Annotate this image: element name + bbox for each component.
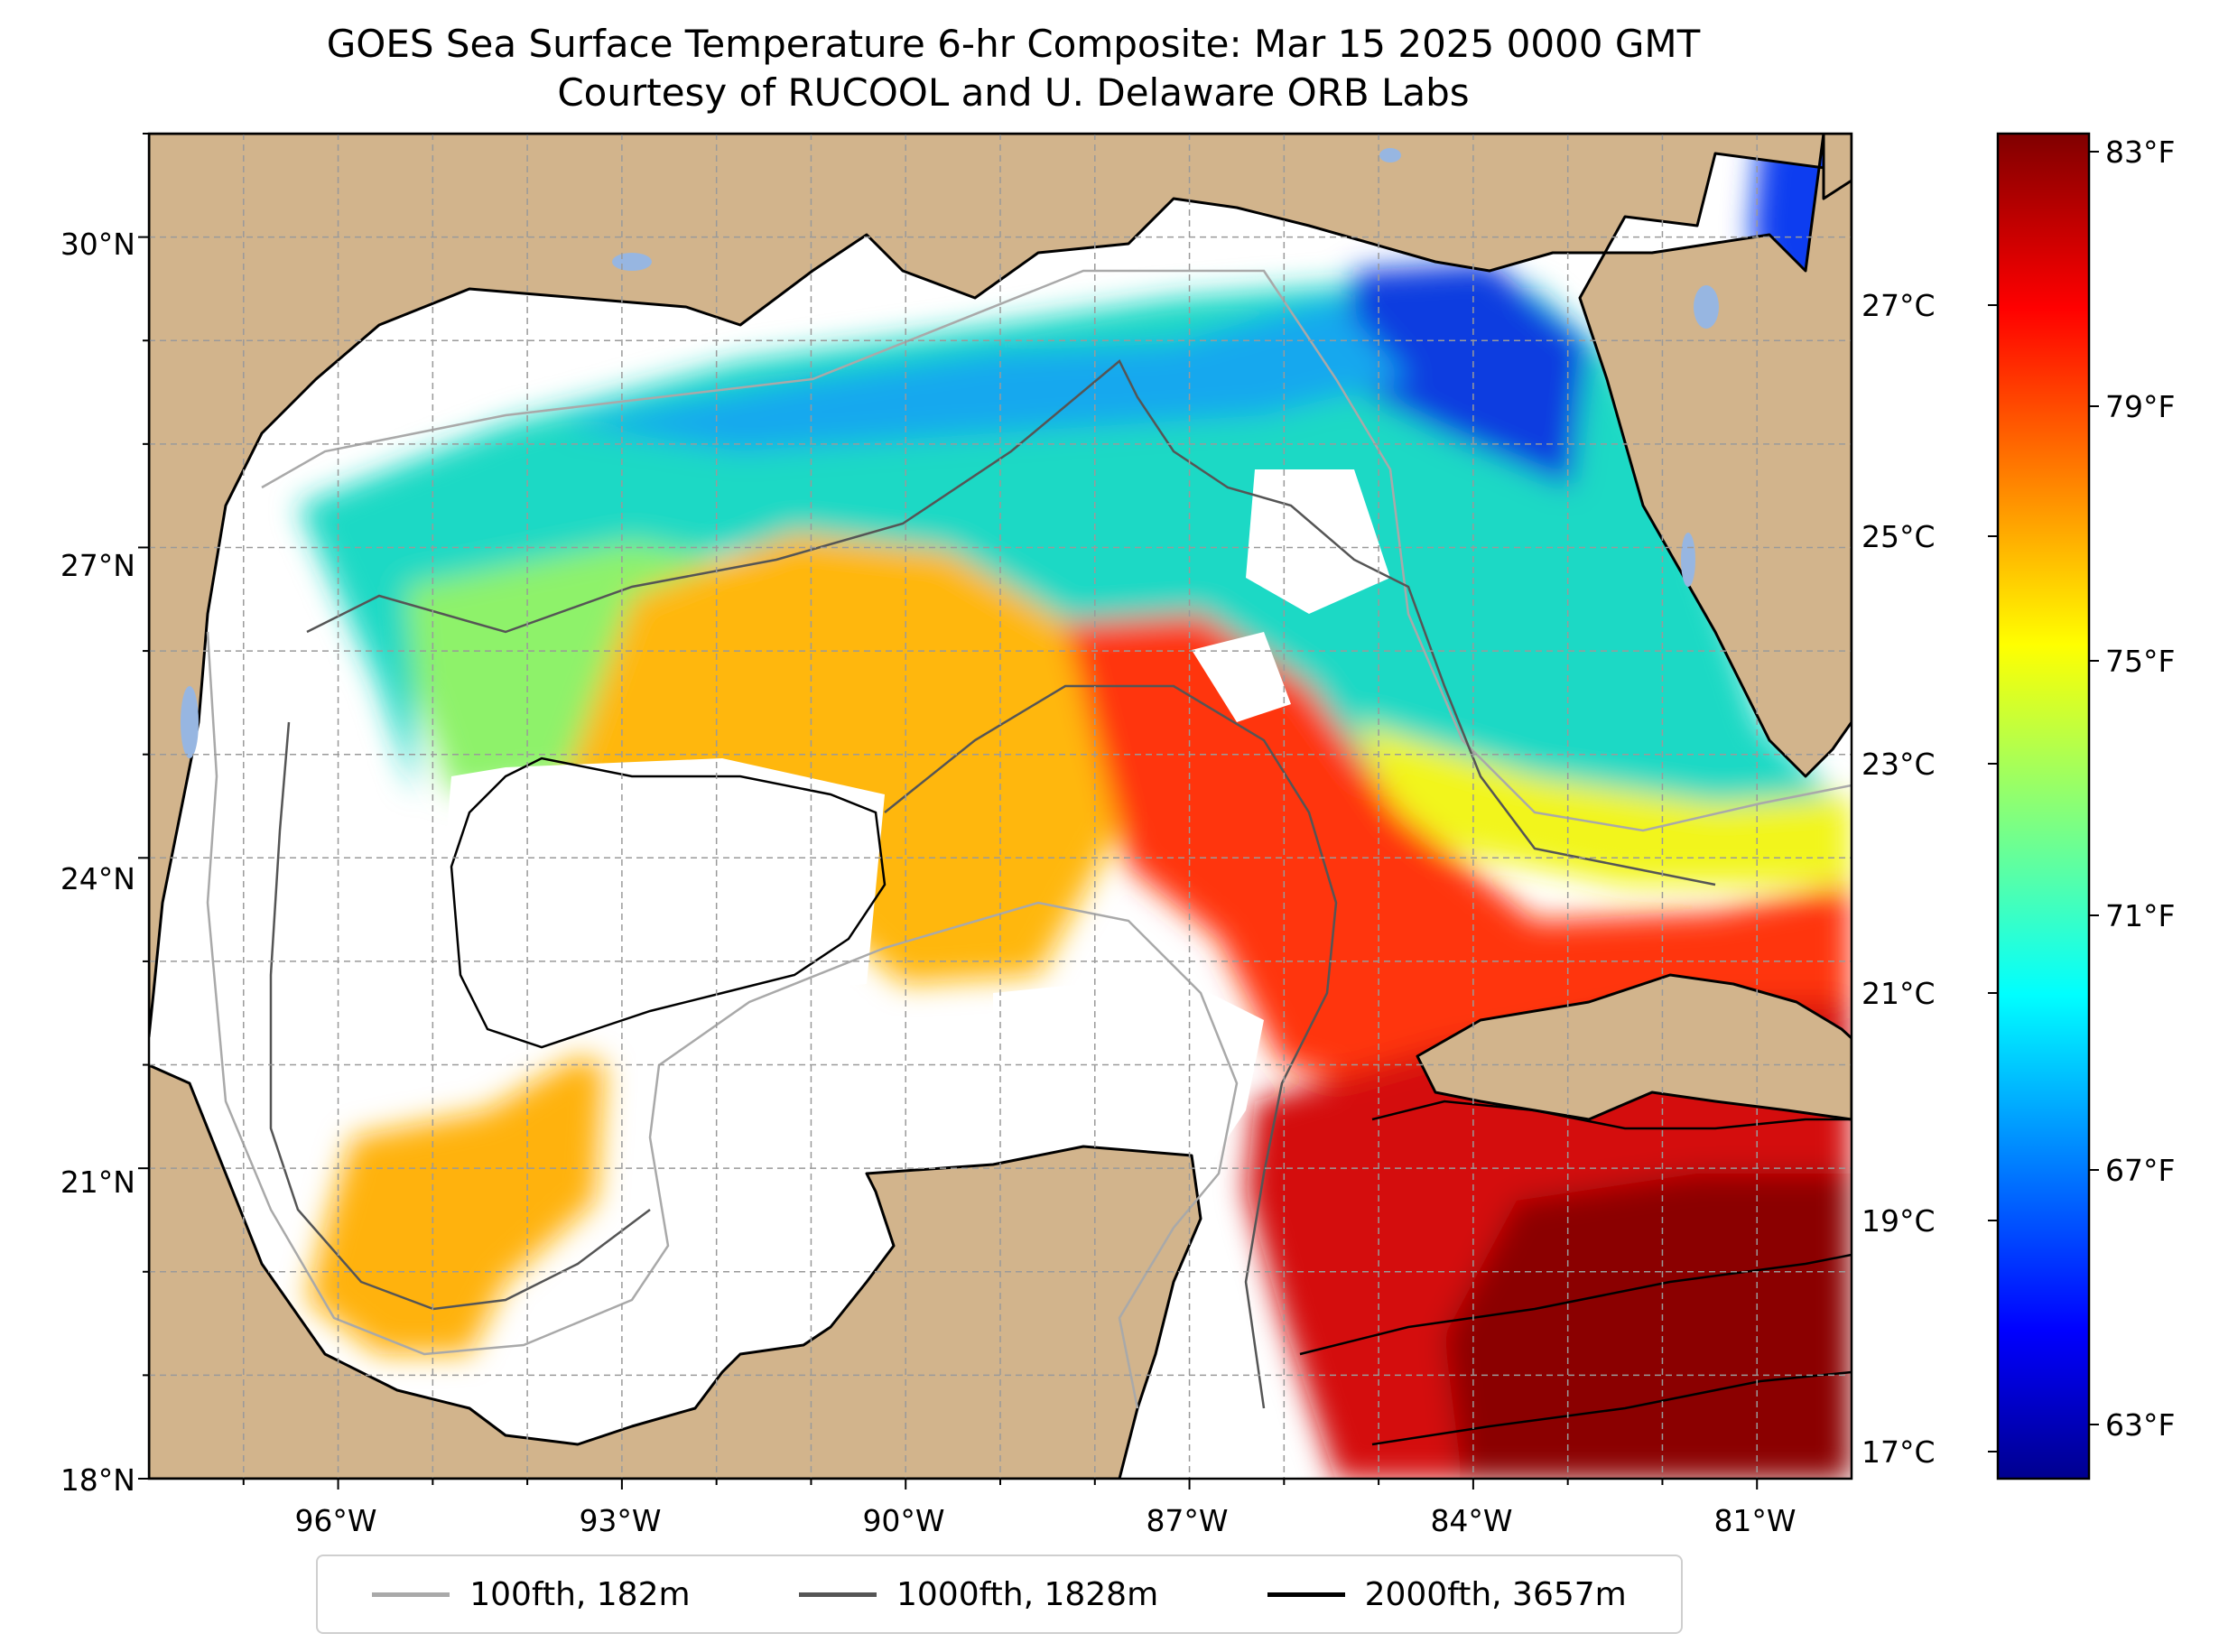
map-title: GOES Sea Surface Temperature 6-hr Compos…: [326, 22, 1701, 66]
lat-label: 30°N: [60, 227, 135, 262]
lat-label: 27°N: [60, 548, 135, 583]
lat-label: 18°N: [60, 1462, 135, 1498]
lon-label: 84°W: [1430, 1503, 1512, 1538]
sst-coldest-shelf: [1336, 262, 1589, 487]
land-north-coast: [149, 134, 1852, 1038]
legend-label: 100fth, 182m: [469, 1575, 691, 1613]
legend-line: [1267, 1592, 1345, 1597]
lat-axis-labels: 30°N 27°N 24°N 21°N 18°N: [60, 227, 135, 1498]
colorbar-ticks: [1988, 151, 2099, 1452]
land-cuba: [1416, 973, 1852, 1121]
legend-item-1000fth: 1000fth, 1828m: [798, 1575, 1159, 1613]
sst-south-patch: [307, 1056, 605, 1354]
sst-hot-loop: [1065, 614, 1851, 1083]
colorbar: [1996, 132, 2091, 1480]
celsius-label: 27°C: [1862, 288, 1936, 323]
sst-cold-band: [560, 298, 1408, 451]
celsius-label: 25°C: [1862, 519, 1936, 554]
legend-line: [798, 1592, 877, 1597]
fahrenheit-label: 83°F: [2105, 135, 2175, 170]
celsius-label: 21°C: [1862, 976, 1936, 1011]
sst-caribbean-deep: [1444, 1174, 1851, 1479]
sst-map: 96°W 93°W 90°W 87°W 84°W 81°W 30°N 27°N …: [60, 132, 2175, 1538]
fahrenheit-label: 63°F: [2105, 1407, 2175, 1443]
sst-yellow-east: [1354, 722, 1851, 885]
celsius-label: 19°C: [1862, 1203, 1936, 1239]
fahrenheit-label: 79°F: [2105, 389, 2175, 424]
lon-label: 87°W: [1146, 1503, 1228, 1538]
colorbar-celsius-labels: 27°C 25°C 23°C 21°C 19°C 17°C: [1862, 288, 1936, 1470]
land-mexico: [149, 1063, 1202, 1479]
sst-warm-core: [560, 533, 1128, 984]
land: [149, 134, 1852, 1479]
legend-item-100fth: 100fth, 182m: [372, 1575, 691, 1613]
colorbar-fahrenheit-labels: 83°F 79°F 75°F 71°F 67°F 63°F: [2105, 135, 2175, 1443]
gridlines: [149, 134, 1852, 1479]
contour-legend: 100fth, 182m 1000fth, 1828m 2000fth, 365…: [316, 1555, 1683, 1634]
land-east-edge: [1822, 134, 1852, 200]
fahrenheit-label: 67°F: [2105, 1153, 2175, 1188]
lakes: [181, 148, 1719, 758]
axis-ticks: [138, 133, 1759, 1490]
lat-label: 21°N: [60, 1165, 135, 1200]
lat-label: 24°N: [60, 861, 135, 896]
legend-item-2000fth: 2000fth, 3657m: [1267, 1576, 1627, 1613]
legend-line: [372, 1592, 450, 1597]
celsius-label: 17°C: [1862, 1434, 1936, 1470]
lon-label: 90°W: [862, 1503, 944, 1538]
lon-label: 96°W: [294, 1503, 376, 1538]
lon-label: 93°W: [579, 1503, 661, 1538]
contour-2000fth: [450, 756, 1852, 1446]
legend-label: 2000fth, 3657m: [1364, 1575, 1627, 1613]
lon-label: 81°W: [1713, 1503, 1796, 1538]
legend-label: 1000fth, 1828m: [896, 1575, 1159, 1613]
contour-100fth: [206, 269, 1852, 1409]
fahrenheit-label: 75°F: [2105, 644, 2175, 679]
celsius-label: 23°C: [1862, 747, 1936, 782]
lon-axis-labels: 96°W 93°W 90°W 87°W 84°W 81°W: [294, 1503, 1796, 1538]
fahrenheit-label: 71°F: [2105, 898, 2175, 933]
map-subtitle: Courtesy of RUCOOL and U. Delaware ORB L…: [557, 70, 1470, 115]
